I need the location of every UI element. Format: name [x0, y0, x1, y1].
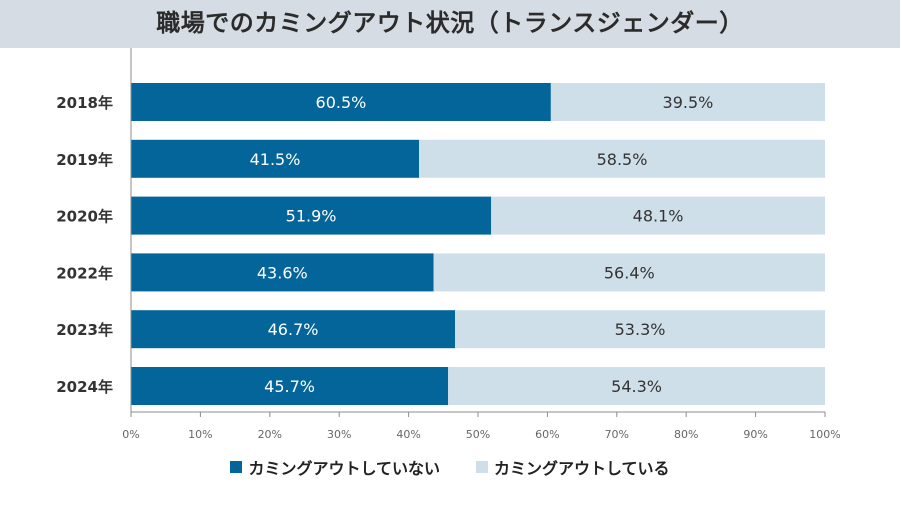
bar-out: [433, 253, 825, 292]
bar-out: [448, 367, 825, 405]
legend-swatch-not-out: [230, 461, 243, 473]
bar-not-out: [131, 253, 434, 292]
data-label: 60.5%: [316, 93, 367, 112]
y-tick-label: 2018年: [56, 94, 113, 112]
legend-item-not-out: カミングアウトしていない: [230, 455, 440, 479]
bar-out: [455, 310, 825, 349]
x-tick-label: 10%: [188, 428, 212, 441]
bar-not-out: [131, 310, 456, 349]
x-tick-label: 50%: [466, 428, 490, 441]
x-tick-label: 70%: [605, 428, 629, 441]
bar-not-out: [131, 196, 492, 235]
data-label: 41.5%: [250, 150, 301, 169]
y-tick-label: 2020年: [56, 208, 113, 226]
bar-not-out: [131, 83, 551, 121]
bar-out: [491, 196, 825, 235]
y-tick-label: 2019年: [56, 151, 113, 169]
data-label: 39.5%: [663, 93, 714, 112]
y-tick-label: 2023年: [56, 321, 113, 339]
data-label: 58.5%: [597, 150, 648, 169]
x-tick-label: 0%: [122, 428, 139, 441]
legend-label-not-out: カミングアウトしていない: [248, 459, 440, 478]
stacked-bar-chart: 60.5% 39.5% 41.5% 58.5% 51.9% 48.1% 43.6% 56.4%…: [56, 48, 841, 441]
data-label: 46.7%: [268, 320, 319, 339]
title-band: [0, 0, 900, 48]
data-label: 51.9%: [286, 207, 337, 226]
data-label: 56.4%: [604, 263, 655, 282]
x-tick-label: 30%: [327, 428, 351, 441]
legend-label-out: カミングアウトしている: [494, 459, 670, 478]
bar-out: [419, 139, 825, 178]
legend-item-out: カミングアウトしている: [476, 455, 670, 479]
bar-out: [550, 83, 825, 121]
y-tick-label: 2024年: [56, 378, 113, 396]
data-label: 53.3%: [615, 320, 666, 339]
data-label: 54.3%: [611, 377, 662, 396]
x-tick-label: 100%: [809, 428, 840, 441]
x-tick-label: 60%: [535, 428, 559, 441]
x-tick-label: 80%: [674, 428, 698, 441]
legend-swatch-out: [476, 461, 488, 473]
bar-not-out: [131, 139, 420, 178]
data-label: 45.7%: [264, 377, 315, 396]
legend: カミングアウトしていない カミングアウトしている: [0, 455, 900, 479]
chart-title: 職場でのカミングアウト状況（トランスジェンダー）: [156, 9, 744, 37]
data-label: 48.1%: [633, 207, 684, 226]
x-tick-label: 20%: [258, 428, 282, 441]
x-tick-label: 40%: [396, 428, 420, 441]
y-tick-label: 2022年: [56, 264, 113, 282]
bar-not-out: [131, 367, 449, 405]
data-label: 43.6%: [257, 263, 308, 282]
x-tick-label: 90%: [743, 428, 767, 441]
